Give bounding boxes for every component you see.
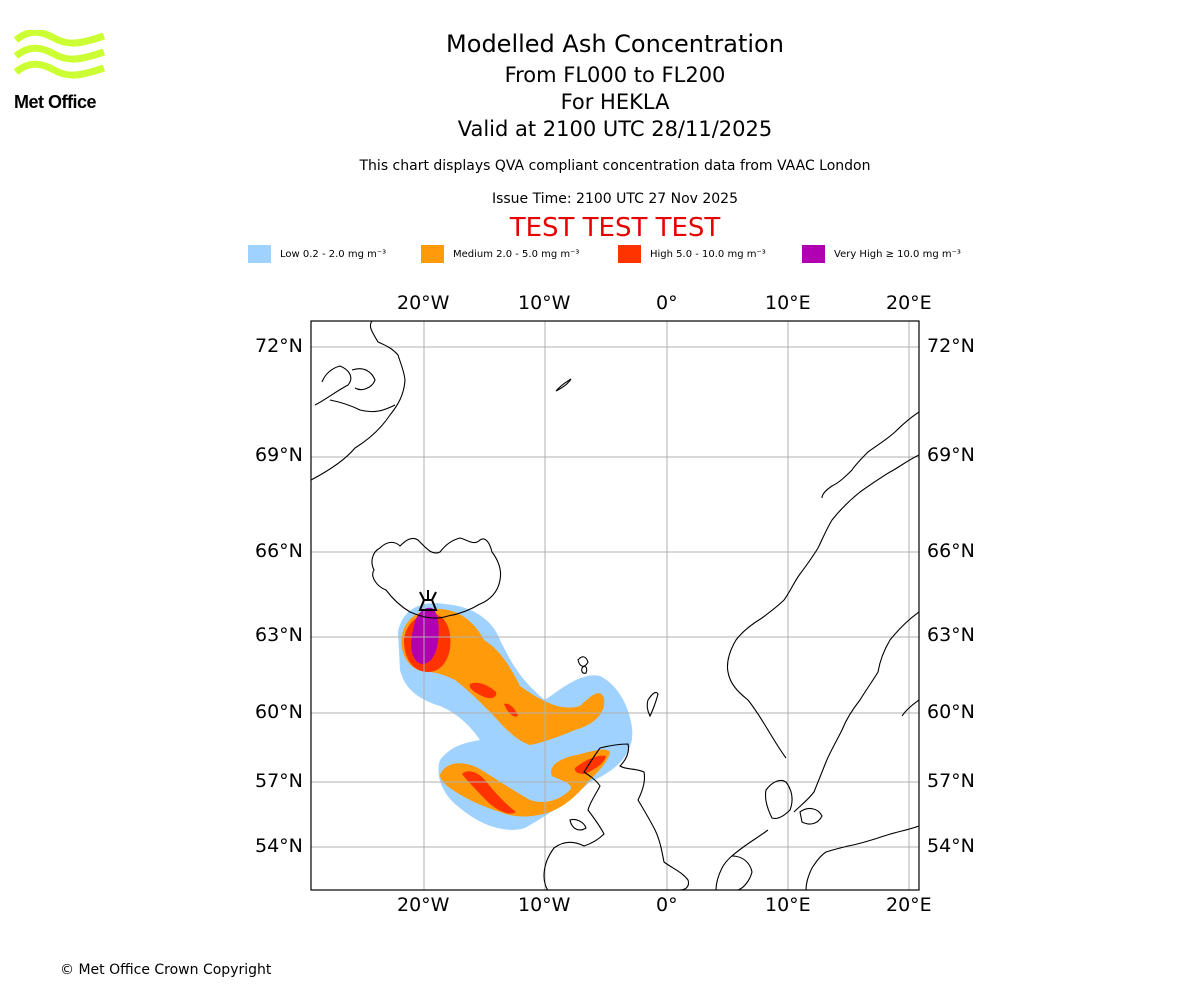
issue-time: Issue Time: 2100 UTC 27 Nov 2025 (491, 191, 739, 207)
lat-tick-right: 57°N (927, 770, 975, 792)
ash-region-medium-north (401, 609, 605, 745)
lat-tick-right: 69°N (927, 444, 975, 466)
lon-tick-top: 20°E (886, 292, 932, 314)
legend-swatch-medium (421, 245, 444, 263)
legend-swatch-very-high (802, 245, 825, 263)
ash-region-very-high (411, 607, 439, 664)
legend-swatch-low (248, 245, 271, 263)
scotland-coast (599, 743, 690, 890)
ash-region-medium-south (440, 749, 610, 817)
lat-tick-left: 60°N (255, 701, 303, 723)
legend-item-very-high: Very High ≥ 10.0 mg m⁻³ (802, 244, 961, 264)
met-office-logo-text: Met Office (14, 92, 97, 112)
norway-coast (726, 454, 919, 759)
valid-time: Valid at 2100 UTC 28/11/2025 (457, 117, 773, 141)
lon-tick-bottom: 10°W (518, 894, 571, 916)
lat-tick-left: 54°N (255, 835, 303, 857)
lon-tick-top: 10°W (518, 292, 571, 314)
coastlines (311, 321, 919, 890)
legend-item-high: High 5.0 - 10.0 mg m⁻³ (618, 244, 766, 264)
map-frame (310, 320, 920, 891)
volcano-marker-icon (418, 590, 438, 611)
lon-tick-bottom: 20°W (397, 894, 450, 916)
lon-tick-bottom: 10°E (765, 894, 811, 916)
lat-tick-right: 54°N (927, 835, 975, 857)
lon-tick-bottom: 0° (656, 894, 678, 916)
test-banner: TEST TEST TEST (509, 213, 721, 243)
lon-tick-top: 20°W (397, 292, 450, 314)
graticule (311, 321, 919, 890)
lat-tick-left: 69°N (255, 444, 303, 466)
lon-tick-top: 10°E (765, 292, 811, 314)
lat-tick-right: 66°N (927, 540, 975, 562)
lat-tick-left: 72°N (255, 335, 303, 357)
ash-region-high-faroe (469, 682, 497, 699)
legend-label-medium: Medium 2.0 - 5.0 mg m⁻³ (453, 248, 580, 260)
lat-tick-left: 66°N (255, 540, 303, 562)
legend-label-very-high: Very High ≥ 10.0 mg m⁻³ (834, 248, 961, 260)
legend-label-low: Low 0.2 - 2.0 mg m⁻³ (280, 248, 387, 260)
legend-item-medium: Medium 2.0 - 5.0 mg m⁻³ (421, 244, 579, 264)
qva-subtitle: This chart displays QVA compliant concen… (359, 158, 871, 174)
chart-title: Modelled Ash Concentration (446, 30, 784, 58)
legend-item-low: Low 0.2 - 2.0 mg m⁻³ (248, 244, 386, 264)
flight-level-range: From FL000 to FL200 (504, 63, 726, 87)
lon-tick-bottom: 20°E (886, 894, 932, 916)
legend-swatch-high (618, 245, 641, 263)
legend-label-high: High 5.0 - 10.0 mg m⁻³ (650, 248, 766, 260)
volcano-title: For HEKLA (560, 90, 670, 114)
lat-tick-right: 63°N (927, 624, 975, 646)
copyright-notice: © Met Office Crown Copyright (60, 962, 272, 978)
lon-tick-top: 0° (656, 292, 678, 314)
lat-tick-right: 60°N (927, 701, 975, 723)
met-office-logo (14, 30, 106, 79)
ash-region-high-scotland (574, 755, 606, 774)
iceland-coast (371, 537, 502, 619)
lat-tick-left: 63°N (255, 624, 303, 646)
lat-tick-right: 72°N (927, 335, 975, 357)
lat-tick-left: 57°N (255, 770, 303, 792)
